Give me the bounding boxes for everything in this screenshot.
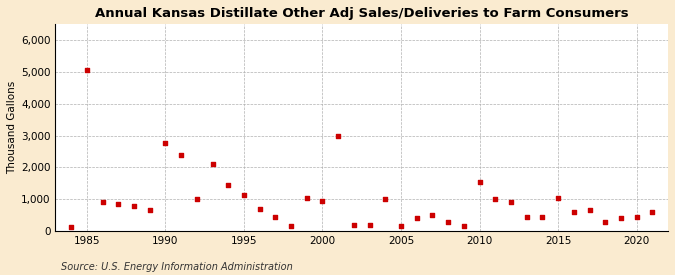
Point: [427, 213, 438, 218]
Point: [396, 224, 406, 229]
Point: [443, 219, 454, 224]
Point: [97, 200, 108, 205]
Point: [82, 68, 92, 72]
Point: [286, 224, 296, 229]
Point: [537, 215, 548, 219]
Point: [207, 162, 218, 166]
Point: [160, 141, 171, 146]
Point: [223, 183, 234, 187]
Point: [458, 224, 469, 229]
Point: [506, 200, 516, 205]
Point: [584, 208, 595, 213]
Point: [364, 223, 375, 227]
Point: [113, 202, 124, 206]
Point: [600, 219, 611, 224]
Y-axis label: Thousand Gallons: Thousand Gallons: [7, 81, 17, 174]
Title: Annual Kansas Distillate Other Adj Sales/Deliveries to Farm Consumers: Annual Kansas Distillate Other Adj Sales…: [95, 7, 628, 20]
Point: [238, 192, 249, 197]
Point: [192, 197, 202, 202]
Point: [474, 180, 485, 184]
Point: [65, 225, 76, 229]
Point: [647, 210, 657, 214]
Point: [568, 210, 579, 214]
Point: [490, 197, 501, 202]
Point: [302, 196, 313, 200]
Point: [270, 215, 281, 219]
Point: [176, 152, 186, 157]
Point: [129, 204, 140, 208]
Point: [317, 199, 328, 203]
Point: [616, 216, 626, 221]
Point: [144, 208, 155, 213]
Point: [333, 133, 344, 138]
Point: [380, 197, 391, 202]
Point: [348, 223, 359, 227]
Point: [254, 207, 265, 211]
Point: [521, 215, 532, 219]
Point: [411, 216, 422, 221]
Point: [553, 196, 564, 200]
Text: Source: U.S. Energy Information Administration: Source: U.S. Energy Information Administ…: [61, 262, 292, 272]
Point: [631, 215, 642, 219]
